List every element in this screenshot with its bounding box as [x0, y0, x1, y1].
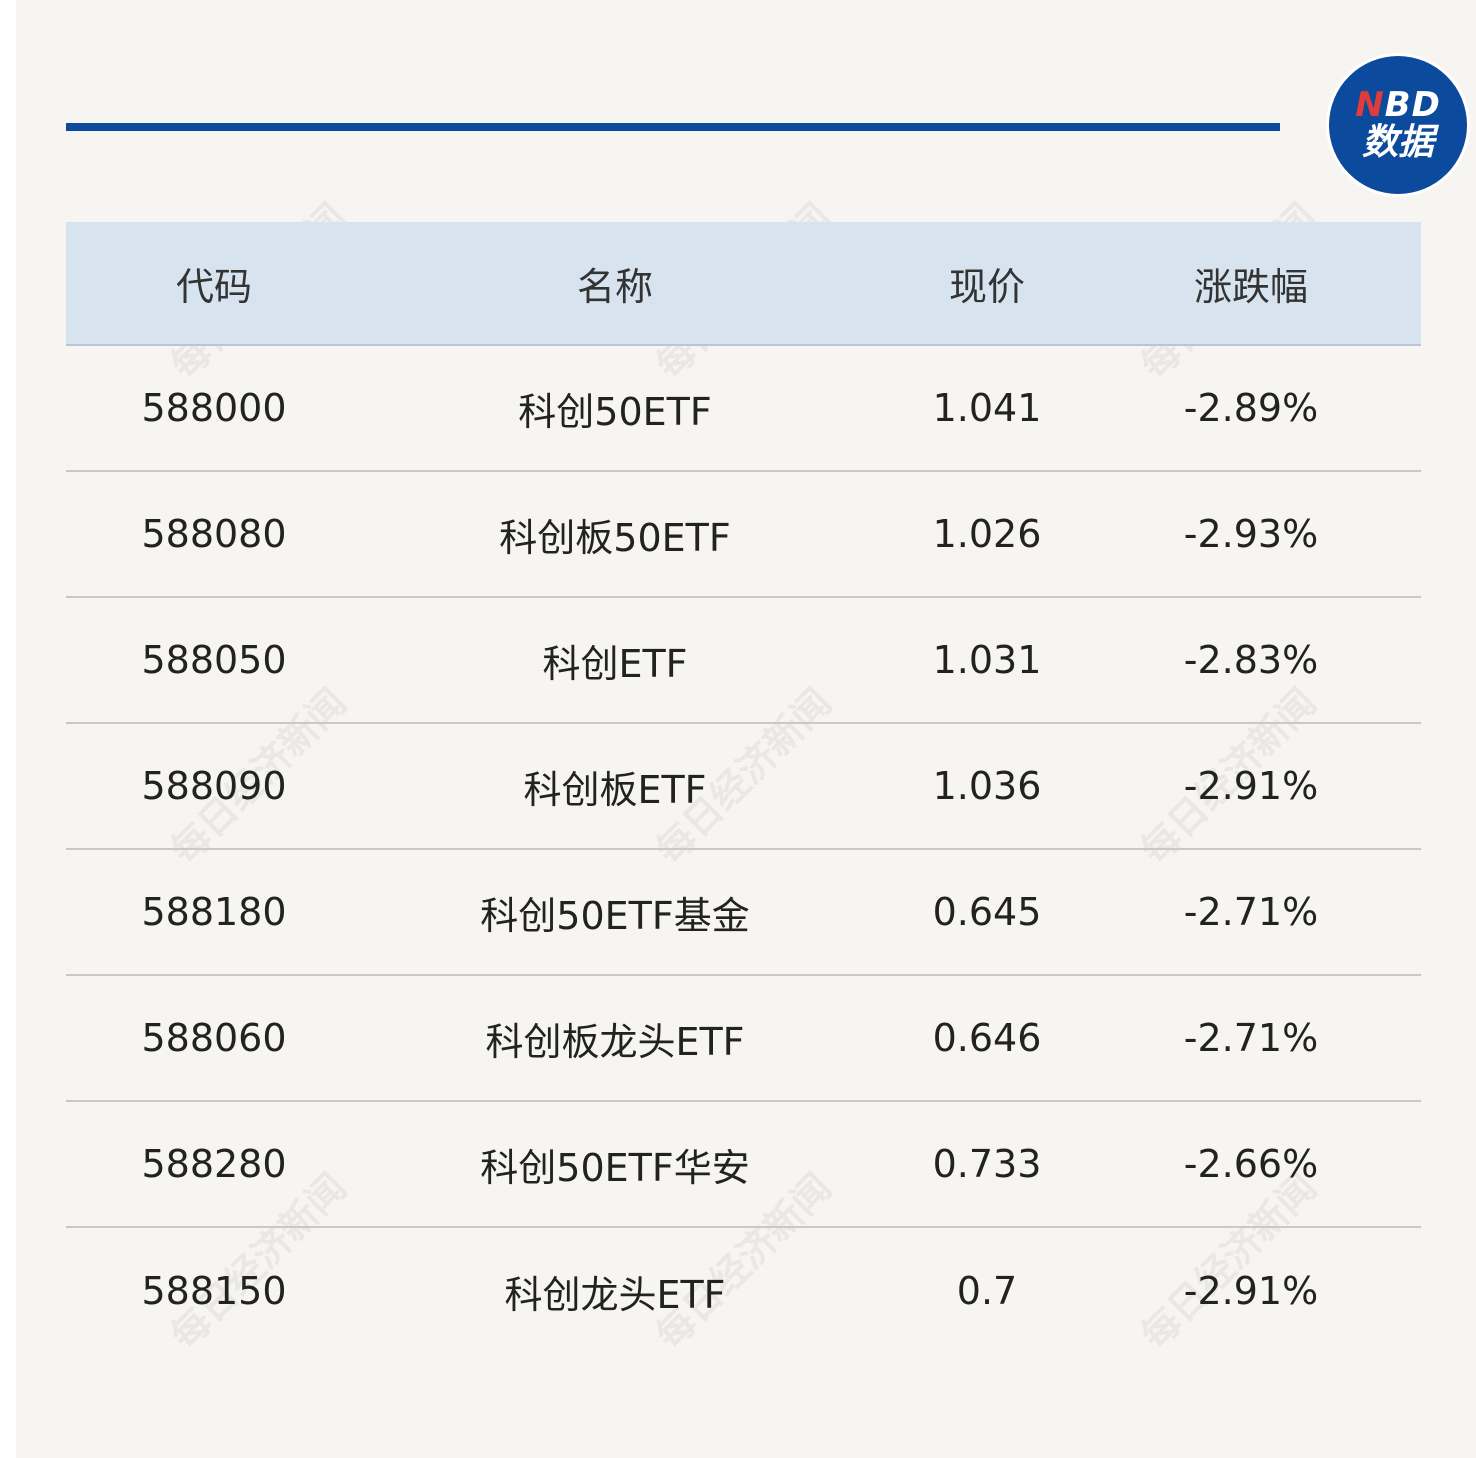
- chart-canvas: NBD 数据 每日经济新闻 每日经济新闻 每日经济新闻 每日经济新闻 每日经济新闻 每日经…: [16, 0, 1476, 1458]
- header-code: 代码: [175, 264, 252, 309]
- table-row: 588000 科创50ETF 1.041 -2.89%: [66, 346, 1421, 472]
- table-body: 588000 科创50ETF 1.041 -2.89% 588080 科创板50ETF 1.…: [66, 346, 1421, 1354]
- cell-code: 588090: [141, 764, 287, 808]
- cell-change: -2.83%: [1183, 638, 1319, 682]
- table-header: 代码 名称 现价 涨跌幅: [66, 222, 1421, 346]
- cell-change: -2.91%: [1183, 1269, 1319, 1313]
- cell-code: 588180: [141, 890, 287, 934]
- cell-name: 科创板龙头ETF: [485, 1019, 745, 1064]
- cell-change: -2.93%: [1183, 512, 1319, 556]
- header-name: 名称: [576, 264, 653, 309]
- nbd-data-logo: NBD 数据: [1329, 56, 1467, 194]
- cell-name: 科创ETF: [542, 641, 688, 686]
- cell-name: 科创50ETF基金: [480, 893, 750, 938]
- cell-name: 科创板50ETF: [499, 515, 731, 560]
- table-row: 588280 科创50ETF华安 0.733 -2.66%: [66, 1102, 1421, 1228]
- table-row: 588180 科创50ETF基金 0.645 -2.71%: [66, 850, 1421, 976]
- table-row: 588060 科创板龙头ETF 0.646 -2.71%: [66, 976, 1421, 1102]
- logo-letters-bd: BD: [1384, 85, 1441, 125]
- cell-price: 1.026: [932, 512, 1042, 556]
- cell-code: 588080: [141, 512, 287, 556]
- cell-change: -2.71%: [1183, 1016, 1319, 1060]
- table-row: 588050 科创ETF 1.031 -2.83%: [66, 598, 1421, 724]
- cell-code: 588060: [141, 1016, 287, 1060]
- cell-code: 588050: [141, 638, 287, 682]
- logo-line1: NBD: [1355, 87, 1441, 123]
- table-row: 588090 科创板ETF 1.036 -2.91%: [66, 724, 1421, 850]
- cell-name: 科创龙头ETF: [504, 1272, 726, 1317]
- logo-letter-n: N: [1355, 85, 1385, 125]
- cell-code: 588150: [141, 1269, 287, 1313]
- cell-name: 科创50ETF华安: [480, 1145, 750, 1190]
- top-rule: [66, 123, 1280, 131]
- cell-code: 588000: [141, 386, 287, 430]
- cell-price: 1.041: [932, 386, 1042, 430]
- table-row: 588150 科创龙头ETF 0.7 -2.91%: [66, 1228, 1421, 1354]
- logo-line2: 数据: [1361, 122, 1434, 163]
- cell-code: 588280: [141, 1142, 287, 1186]
- header-change: 涨跌幅: [1193, 264, 1308, 309]
- cell-name: 科创板ETF: [523, 767, 707, 812]
- cell-price: 0.645: [932, 890, 1042, 934]
- cell-change: -2.89%: [1183, 386, 1319, 430]
- cell-change: -2.66%: [1183, 1142, 1319, 1186]
- cell-price: 1.036: [932, 764, 1042, 808]
- cell-price: 0.7: [956, 1269, 1018, 1313]
- header-price: 现价: [948, 264, 1025, 309]
- cell-price: 0.733: [932, 1142, 1042, 1186]
- cell-change: -2.91%: [1183, 764, 1319, 808]
- cell-name: 科创50ETF: [518, 389, 712, 434]
- etf-table: 代码 名称 现价 涨跌幅 588000 科创50ETF 1.041 -2.89% 588…: [66, 222, 1421, 1354]
- cell-change: -2.71%: [1183, 890, 1319, 934]
- cell-price: 1.031: [932, 638, 1042, 682]
- cell-price: 0.646: [932, 1016, 1042, 1060]
- table-row: 588080 科创板50ETF 1.026 -2.93%: [66, 472, 1421, 598]
